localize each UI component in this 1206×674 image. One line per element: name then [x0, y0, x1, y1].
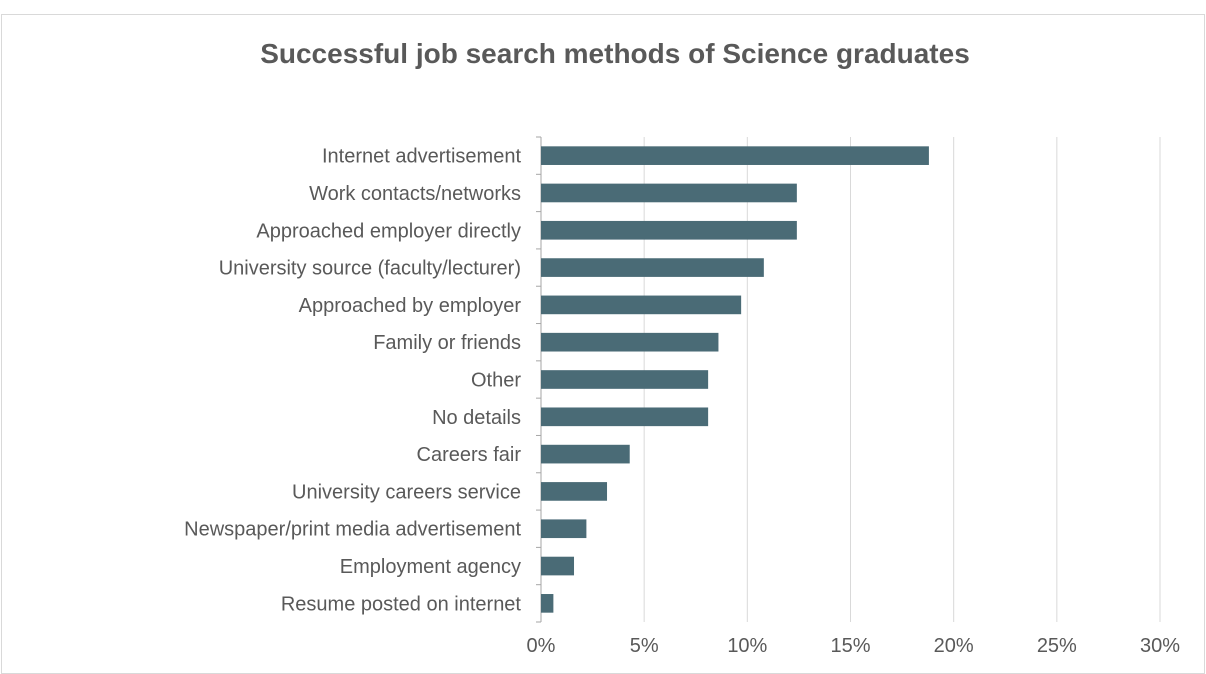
bar: [541, 146, 929, 165]
bar: [541, 407, 709, 427]
category-label: Careers fair: [417, 444, 522, 466]
bar: [541, 556, 575, 576]
category-label: Newspaper/print media advertisement: [184, 519, 521, 541]
bar: [541, 444, 630, 464]
category-label: Resume posted on internet: [281, 593, 522, 615]
x-tick-label: 0%: [527, 635, 556, 657]
category-label: University source (faculty/lecturer): [219, 258, 521, 280]
bar: [541, 258, 764, 277]
chart-title: Successful job search methods of Science…: [260, 38, 970, 69]
bar: [541, 295, 742, 315]
x-tick-label: 15%: [830, 635, 870, 657]
bar: [541, 519, 587, 539]
category-label: No details: [432, 407, 521, 429]
bar: [541, 332, 719, 352]
bar: [541, 594, 554, 613]
bar: [541, 220, 797, 240]
x-tick-label: 20%: [934, 635, 974, 657]
category-label: Approached by employer: [299, 295, 522, 317]
bar: [541, 370, 709, 389]
category-label: Approached employer directly: [256, 220, 521, 242]
category-label: Family or friends: [373, 332, 521, 354]
x-tick-label: 10%: [727, 635, 767, 657]
x-tick-label: 30%: [1140, 635, 1180, 657]
category-label: Employment agency: [340, 556, 521, 578]
category-label: Internet advertisement: [322, 146, 521, 168]
bar: [541, 183, 797, 203]
x-tick-label: 25%: [1037, 635, 1077, 657]
bar: [541, 482, 608, 501]
category-label: University careers service: [292, 481, 521, 503]
x-tick-label: 5%: [630, 635, 659, 657]
category-label: Work contacts/networks: [309, 183, 521, 205]
category-label: Other: [471, 370, 521, 392]
